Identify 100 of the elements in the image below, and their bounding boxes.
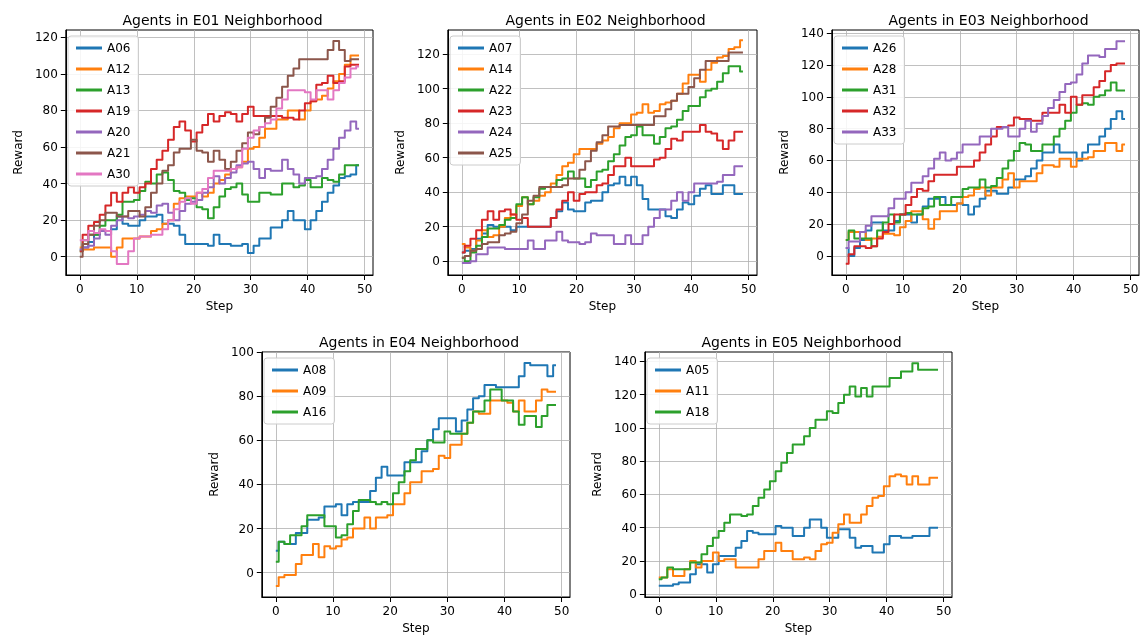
y-tick-label: 60 xyxy=(424,150,440,165)
y-tick-label: 40 xyxy=(424,185,440,200)
x-tick-label: 30 xyxy=(626,282,642,296)
y-tick-label: 40 xyxy=(808,185,824,200)
legend-label: A30 xyxy=(107,167,131,181)
y-tick-label: 100 xyxy=(800,89,824,104)
y-tick-label: 120 xyxy=(416,47,440,62)
x-tick-label: 10 xyxy=(895,282,911,296)
y-axis-title: Reward xyxy=(777,130,791,175)
legend-label: A12 xyxy=(107,62,131,76)
y-axis-title: Reward xyxy=(11,130,25,175)
legend-label: A32 xyxy=(873,104,897,118)
legend-label: A13 xyxy=(107,83,131,97)
y-tick-label: 0 xyxy=(432,254,440,269)
y-tick-label: 80 xyxy=(808,121,824,136)
x-tick-label: 20 xyxy=(186,282,202,296)
y-tick-label: 20 xyxy=(424,219,440,234)
y-tick-label: 120 xyxy=(800,58,824,72)
legend-label: A08 xyxy=(303,363,327,377)
x-tick-label: 10 xyxy=(325,604,341,618)
legend-label: A05 xyxy=(686,363,710,377)
y-tick-label: 0 xyxy=(246,565,254,580)
x-tick-label: 50 xyxy=(936,604,952,618)
x-tick-label: 40 xyxy=(300,282,316,296)
y-tick-label: 120 xyxy=(613,387,637,402)
y-tick-label: 120 xyxy=(34,30,58,45)
legend-label: A19 xyxy=(107,104,131,118)
legend-label: A24 xyxy=(489,125,513,139)
x-tick-label: 20 xyxy=(765,604,781,618)
legend-label: A09 xyxy=(303,384,327,398)
legend-label: A07 xyxy=(489,41,513,55)
legend-label: A33 xyxy=(873,125,897,139)
legend-label: A11 xyxy=(686,384,710,398)
x-tick-label: 40 xyxy=(1066,282,1082,296)
legend-label: A21 xyxy=(107,146,131,160)
y-tick-label: 20 xyxy=(621,553,637,568)
x-tick-label: 10 xyxy=(511,282,527,296)
x-tick-label: 50 xyxy=(741,282,757,296)
legend-label: A14 xyxy=(489,62,513,76)
y-tick-label: 80 xyxy=(238,389,254,404)
x-tick-label: 0 xyxy=(458,282,466,296)
y-axis-title: Reward xyxy=(393,130,407,175)
x-tick-label: 40 xyxy=(496,604,513,618)
y-tick-label: 80 xyxy=(621,454,637,469)
chart-title: Agents in E03 Neighborhood xyxy=(888,12,1089,28)
y-tick-label: 100 xyxy=(613,420,637,435)
x-axis-title: Step xyxy=(205,298,234,313)
x-tick-label: 30 xyxy=(439,604,455,618)
chart-title: Agents in E02 Neighborhood xyxy=(505,12,706,28)
x-tick-label: 20 xyxy=(952,282,968,296)
y-tick-label: 60 xyxy=(808,153,824,168)
legend-label: A25 xyxy=(489,146,513,160)
y-axis-title: Reward xyxy=(207,452,221,497)
x-tick-label: 0 xyxy=(654,604,663,618)
y-tick-label: 60 xyxy=(621,487,637,502)
x-axis-title: Step xyxy=(784,620,813,635)
x-tick-label: 50 xyxy=(357,282,373,296)
x-tick-label: 30 xyxy=(822,604,838,618)
legend-label: A31 xyxy=(873,83,897,97)
legend-label: A20 xyxy=(107,125,131,139)
y-tick-label: 0 xyxy=(816,248,824,263)
legend-label: A16 xyxy=(303,405,327,419)
chart-title: Agents in E05 Neighborhood xyxy=(701,334,902,350)
x-tick-label: 20 xyxy=(382,604,398,618)
y-tick-label: 100 xyxy=(230,345,254,359)
legend-label: A06 xyxy=(107,41,131,55)
x-tick-label: 40 xyxy=(683,282,699,296)
legend-label: A26 xyxy=(873,41,897,55)
legend-label: A22 xyxy=(489,83,513,97)
y-tick-label: 140 xyxy=(800,26,824,41)
x-tick-label: 10 xyxy=(129,282,145,296)
x-tick-label: 0 xyxy=(271,604,280,618)
x-tick-label: 0 xyxy=(75,282,84,296)
x-tick-label: 20 xyxy=(568,282,585,296)
x-tick-label: 40 xyxy=(879,604,895,618)
y-tick-label: 80 xyxy=(42,103,58,118)
chart-title: Agents in E01 Neighborhood xyxy=(122,12,323,28)
y-tick-label: 40 xyxy=(621,520,637,535)
y-tick-label: 0 xyxy=(50,249,58,264)
y-tick-label: 0 xyxy=(629,587,637,602)
x-tick-label: 10 xyxy=(708,604,724,618)
y-axis-title: Reward xyxy=(590,452,604,497)
y-tick-label: 100 xyxy=(34,66,58,81)
x-axis-title: Step xyxy=(971,298,1000,313)
y-tick-label: 20 xyxy=(238,521,254,536)
y-tick-label: 20 xyxy=(808,217,824,232)
y-tick-label: 80 xyxy=(424,116,440,131)
y-tick-label: 40 xyxy=(238,477,254,492)
x-axis-title: Step xyxy=(588,298,617,313)
y-tick-label: 60 xyxy=(42,140,58,155)
x-tick-label: 0 xyxy=(841,282,850,296)
y-tick-label: 20 xyxy=(42,213,58,228)
x-tick-label: 50 xyxy=(554,604,570,618)
x-tick-label: 50 xyxy=(1123,282,1139,296)
y-tick-label: 140 xyxy=(613,354,637,369)
legend-label: A23 xyxy=(489,104,513,118)
legend-label: A28 xyxy=(873,62,897,76)
y-tick-label: 40 xyxy=(42,176,58,191)
chart-title: Agents in E04 Neighborhood xyxy=(318,334,520,350)
y-tick-label: 100 xyxy=(416,81,440,96)
